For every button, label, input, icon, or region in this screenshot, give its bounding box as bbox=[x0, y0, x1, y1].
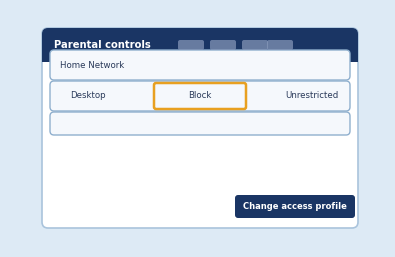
Text: Parental controls: Parental controls bbox=[54, 40, 151, 50]
Text: Unrestricted: Unrestricted bbox=[285, 91, 339, 100]
FancyBboxPatch shape bbox=[210, 40, 236, 50]
Text: Change access profile: Change access profile bbox=[243, 202, 347, 211]
FancyBboxPatch shape bbox=[154, 83, 246, 109]
FancyBboxPatch shape bbox=[50, 112, 350, 135]
FancyBboxPatch shape bbox=[267, 40, 293, 50]
Text: Block: Block bbox=[188, 91, 212, 100]
Bar bbox=[42, 45, 358, 62]
Text: Home Network: Home Network bbox=[60, 60, 124, 69]
FancyBboxPatch shape bbox=[235, 195, 355, 218]
FancyBboxPatch shape bbox=[50, 81, 350, 111]
FancyBboxPatch shape bbox=[50, 50, 350, 80]
FancyBboxPatch shape bbox=[42, 28, 358, 62]
FancyBboxPatch shape bbox=[42, 28, 358, 228]
FancyBboxPatch shape bbox=[178, 40, 204, 50]
Text: Desktop: Desktop bbox=[70, 91, 106, 100]
FancyBboxPatch shape bbox=[242, 40, 268, 50]
